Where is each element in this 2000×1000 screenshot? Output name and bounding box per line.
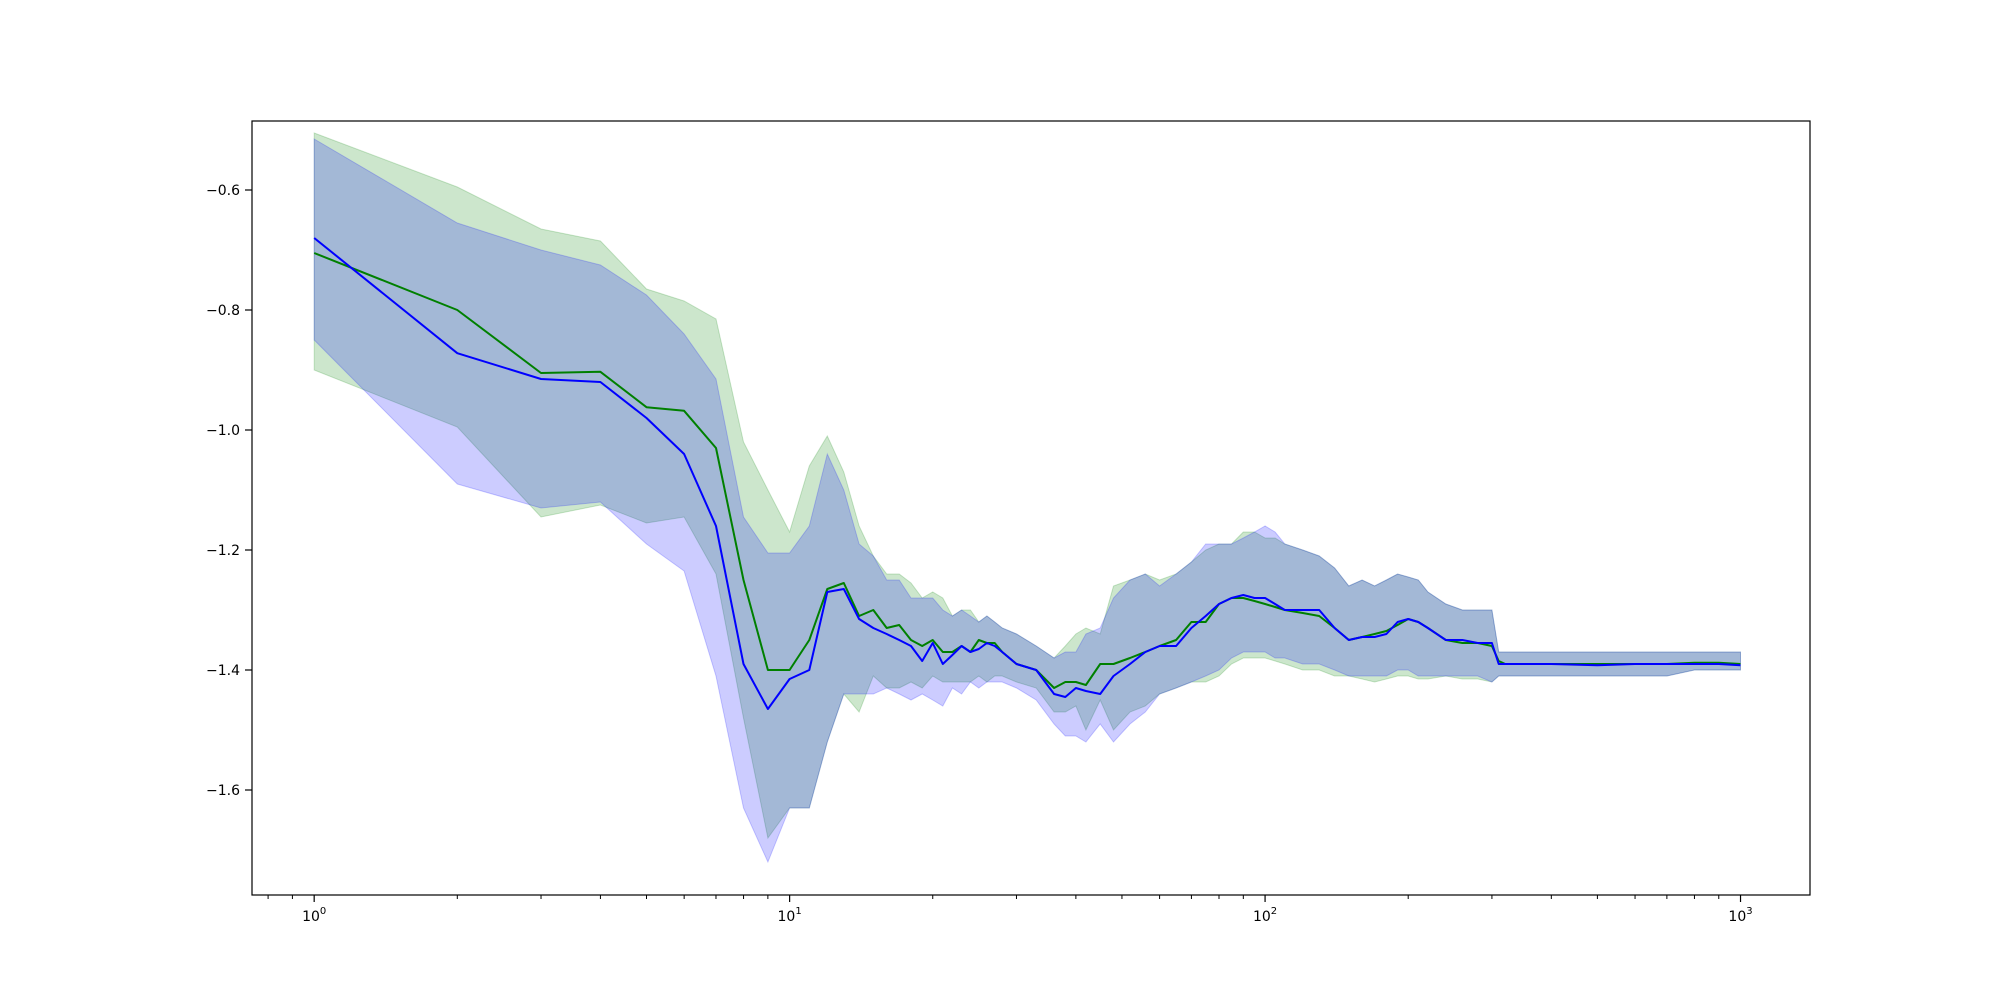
series-0-band [313,132,1741,840]
series-1-band [313,138,1741,864]
x-tick-label-exponent: 2 [1271,906,1277,917]
y-axis-ticks: −0.6 −0.8 −1.0 −1.2 −1.4 −1.6 [206,183,252,799]
x-tick-label: 103 [1728,906,1752,925]
x-tick-label-exponent: 3 [1746,906,1752,917]
series-1-line [313,237,1741,710]
y-tick-label: −1.6 [206,783,240,799]
plot-area [252,121,1810,895]
x-tick-label-base: 10 [302,909,320,925]
y-tick-label: −0.8 [206,303,240,319]
x-tick-label-base: 10 [1728,909,1746,925]
x-tick-label: 102 [1253,906,1277,925]
y-tick-label: −1.2 [206,543,240,559]
plot-frame [251,120,1811,896]
y-tick-label: −1.4 [206,663,240,679]
x-tick-label-base: 10 [1253,909,1271,925]
confidence-bands [313,132,1741,864]
y-tick-label: −0.6 [206,183,240,199]
x-tick-label-base: 10 [778,909,796,925]
x-tick-label-exponent: 1 [795,906,801,917]
x-tick-label: 101 [778,906,802,925]
x-axis-ticks: 100 101 102 103 [267,895,1753,925]
series-lines [313,237,1741,710]
y-tick-label: −1.0 [206,423,240,439]
x-tick-label: 100 [302,906,326,925]
x-tick-label-exponent: 0 [320,906,326,917]
